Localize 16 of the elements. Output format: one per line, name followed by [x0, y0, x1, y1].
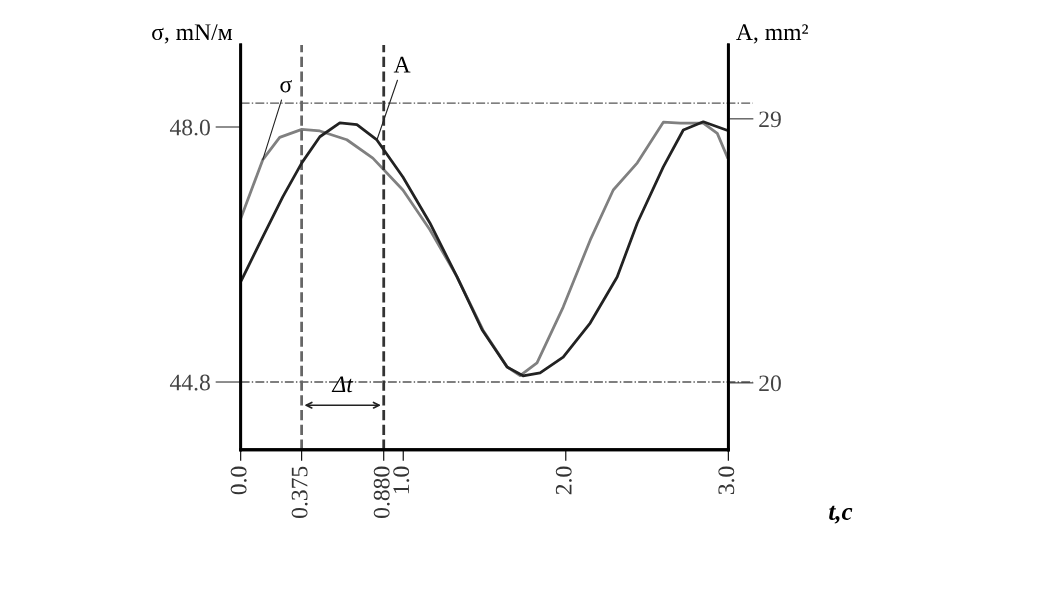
- series-label: σ: [280, 80, 292, 93]
- x-tick-label: 0.880: [373, 466, 390, 518]
- y2-tick-label: 29: [759, 111, 781, 128]
- text: A: [393, 56, 411, 73]
- y-axis-title: σ, mN/м: [152, 24, 233, 44]
- y-tick-label: 44.8: [169, 374, 210, 391]
- x-tick-label: 0.0: [230, 466, 247, 495]
- x-axis-title: t,c: [829, 505, 853, 524]
- y2-tick-label: 20: [759, 375, 781, 392]
- x-tick-label: 2.0: [555, 466, 572, 495]
- y2-axis-title: A, mm²: [736, 24, 809, 44]
- x-tick-label: 3.0: [718, 466, 735, 495]
- x-tick-label: 0.375: [291, 466, 308, 518]
- annotation: Δt: [331, 376, 354, 393]
- x-tick-label: 1.0: [393, 466, 410, 494]
- y-tick-label: 48.0: [169, 119, 210, 136]
